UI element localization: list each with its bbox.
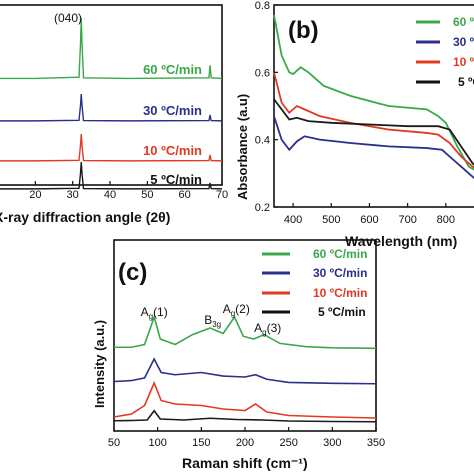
panel-b-legend-label-30: 30 ºC/min [453, 35, 474, 49]
panel-b-series-line [273, 115, 474, 180]
panel-a-legend-60: 60 ºC/min [143, 62, 202, 77]
panel-a-series-line [0, 17, 223, 80]
panel-c-legend-label-60: 60 ºC/min [313, 247, 367, 261]
panel-c-series-line [114, 314, 377, 350]
panel-b-series-line [273, 72, 474, 169]
panel-b-series-line [273, 14, 474, 171]
panel-c-legend-label-5: 5 ºC/min [318, 305, 366, 319]
panel-c-series-line [113, 357, 377, 385]
panel-b-x-tick-label: 500 [322, 214, 340, 226]
panel-b-y-axis-label: Absorbance (a.u) [235, 94, 250, 200]
panel-b-x-axis-label: Wavelength (nm) [345, 233, 457, 249]
panel-b-legend-label-60: 60 ºC/min [453, 15, 474, 29]
panel-c-x-tick-label: 250 [279, 437, 297, 449]
panel-a-legend-5: 5 ºC/min [150, 172, 202, 187]
panel-a-x-tick-label: 60 [179, 189, 191, 201]
panel-a-x-tick-label: 50 [141, 189, 153, 201]
panel-b-y-tick-label: 0.2 [255, 202, 270, 214]
panel-c-peak-label: Ag(1) [141, 305, 168, 321]
panel-c-x-axis-label: Raman shift (cm⁻¹) [182, 455, 308, 471]
panel-c-x-ticks: 50 100 150 200 250 300 350 [108, 427, 385, 449]
panel-a-x-ticks: 20 30 40 50 60 70 [29, 181, 228, 201]
panel-c-series-line [113, 409, 377, 423]
panel-c-peak-label: Ag(2) [223, 302, 250, 318]
panel-b-x-tick-label: 800 [437, 214, 455, 226]
panel-b-series-layer [273, 14, 474, 180]
panel-a-x-tick-label: 20 [29, 189, 41, 201]
panel-b-x-tick-label: 600 [360, 214, 378, 226]
panel-b-x-tick-label: 400 [284, 214, 302, 226]
panel-b: 400 500 600 700 800 0.2 0.4 0.6 0.8 (b) Wavelen… [235, 0, 474, 249]
panel-b-y-tick-label: 0.4 [255, 135, 270, 147]
panel-a-frame [0, 4, 223, 186]
panel-c-legend-label-30: 30 ºC/min [313, 266, 367, 280]
panel-a-x-tick-label: 40 [104, 189, 116, 201]
panel-b-frame [273, 4, 474, 208]
panel-c-legend-label-10: 10 ºC/min [313, 286, 367, 300]
panel-c-label: (c) [118, 259, 147, 286]
panel-c-x-tick-label: 50 [108, 437, 120, 449]
panel-a-legend-30: 30 ºC/min [143, 103, 202, 118]
panel-c-x-tick-label: 300 [323, 437, 341, 449]
panel-a-peak-annotation: (040) [54, 11, 82, 25]
panel-c-peak-label: B3g [204, 313, 221, 329]
panel-c-x-tick-label: 150 [192, 437, 210, 449]
panel-c-legend: 60 ºC/min 30 ºC/min 10 ºC/min 5 ºC/min [262, 247, 367, 319]
panel-b-label: (b) [288, 17, 319, 44]
panel-c-peak-label: Ag(3) [254, 321, 281, 337]
panel-b-legend: 60 ºC/min 30 ºC/min 10 ºC/min 5 ºC/min [416, 15, 474, 89]
panel-b-y-tick-label: 0.8 [255, 0, 270, 12]
panel-c-x-tick-label: 200 [236, 437, 254, 449]
panel-b-y-ticks: 0.2 0.4 0.6 0.8 [255, 0, 278, 214]
panel-a-series-line [0, 161, 223, 190]
panel-a-series-line [0, 133, 223, 162]
panel-c-y-axis-label: Intensity (a.u.) [92, 320, 107, 408]
panel-a-x-tick-label: 30 [67, 189, 79, 201]
panel-a-series-line [0, 93, 223, 122]
panel-c: 50 100 150 200 250 300 350 Ag(1)B3gAg(2)Ag(3) … [92, 239, 385, 471]
panel-b-x-ticks: 400 500 600 700 800 [284, 203, 455, 226]
panel-a-series-layer [0, 17, 223, 190]
panel-a-x-tick-label: 70 [216, 189, 228, 201]
panel-a-x-axis-label: X-ray diffraction angle (2θ) [0, 209, 170, 225]
panel-c-x-tick-label: 100 [148, 437, 166, 449]
panel-b-legend-label-10: 10 ºC/min [453, 55, 474, 69]
panel-a-legend-10: 10 ºC/min [143, 143, 202, 158]
panel-b-series-line [273, 98, 474, 166]
panel-a: 20 30 40 50 60 70 (040) X-ray diffraction ang… [0, 4, 228, 225]
panel-c-series-line [113, 380, 377, 419]
panel-b-x-tick-label: 700 [398, 214, 416, 226]
panel-b-legend-label-5: 5 ºC/min [458, 75, 474, 89]
panel-b-y-tick-label: 0.6 [255, 67, 270, 79]
panel-c-series-layer [113, 314, 377, 423]
panel-c-x-tick-label: 350 [367, 437, 385, 449]
